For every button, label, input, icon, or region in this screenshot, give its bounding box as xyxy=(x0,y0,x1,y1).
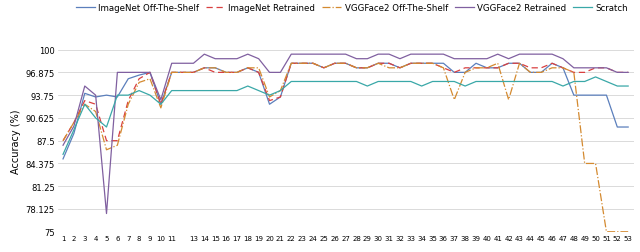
Y-axis label: Accuracy (%): Accuracy (%) xyxy=(12,109,21,173)
Legend: ImageNet Off-The-Shelf, ImageNet Retrained, VGGFace2 Off-The-Shelf, VGGFace2 Ret: ImageNet Off-The-Shelf, ImageNet Retrain… xyxy=(76,4,628,13)
